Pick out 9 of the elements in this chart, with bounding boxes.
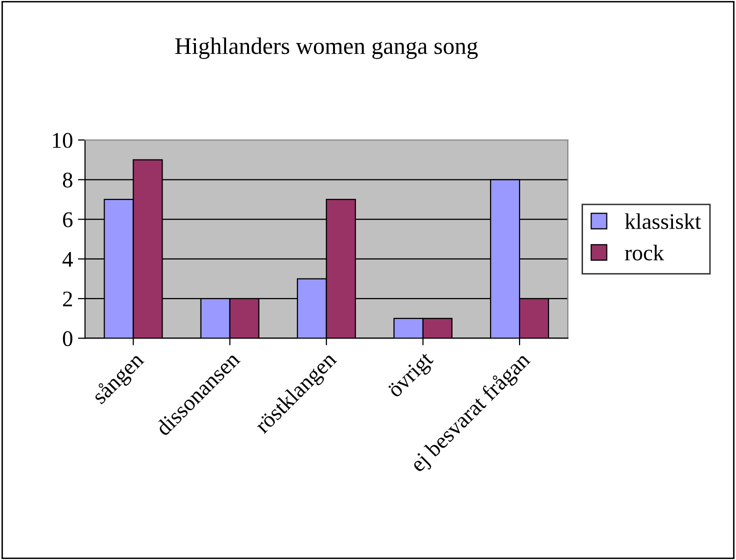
y-tick-label: 6 [63, 212, 73, 228]
chart-title: Highlanders women ganga song [175, 38, 478, 59]
y-tick-label: 4 [62, 252, 73, 267]
legend-label: klassiskt [624, 213, 701, 230]
y-tick-label: 10 [52, 132, 72, 148]
y-tick-label: 8 [62, 172, 72, 188]
y-tick-label: 0 [62, 331, 72, 346]
legend-label: rock [624, 244, 664, 260]
y-tick-label: 2 [63, 292, 72, 306]
